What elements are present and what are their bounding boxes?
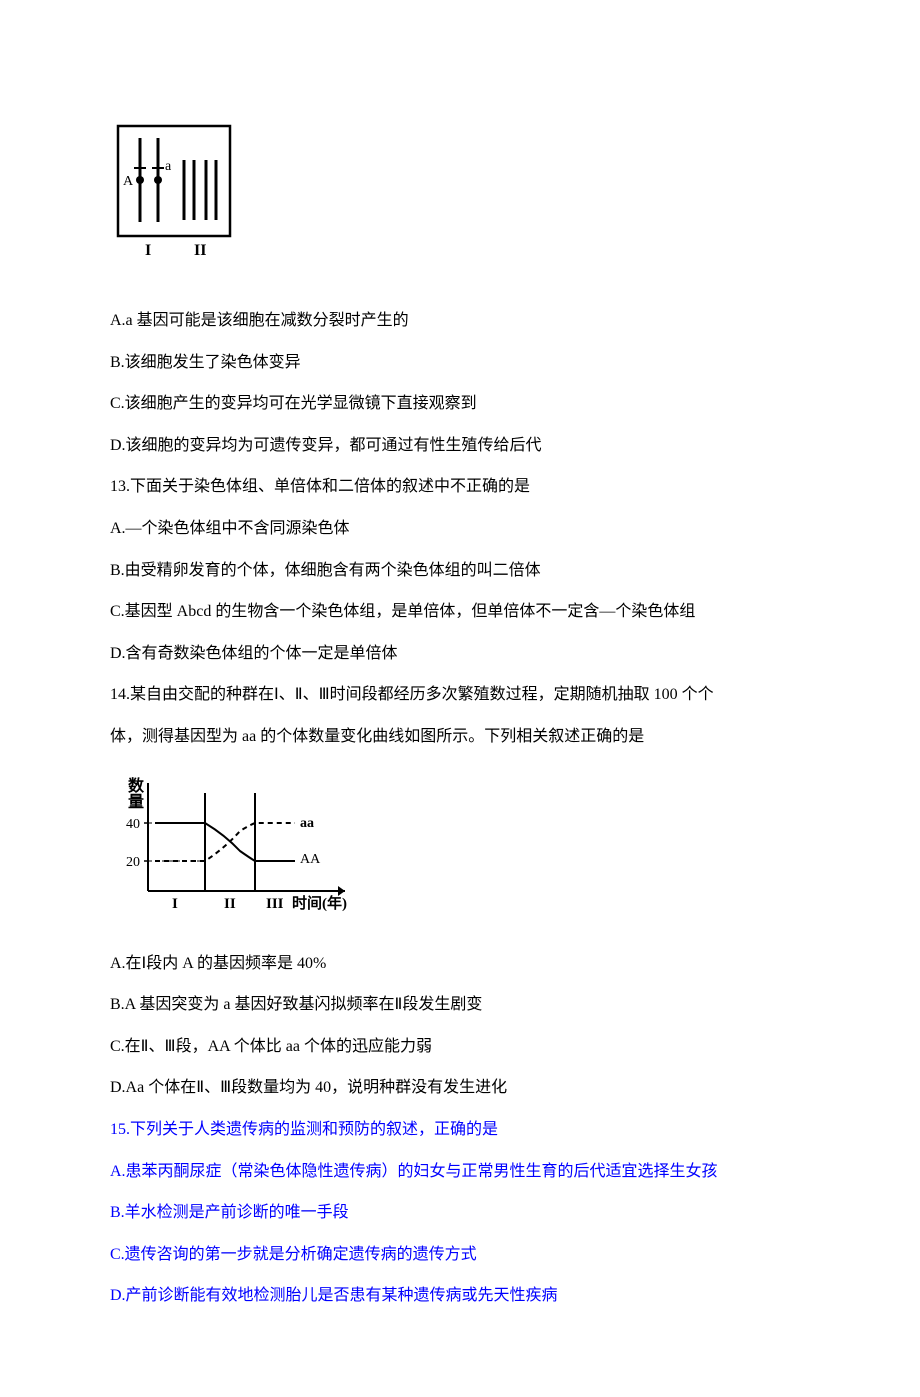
- q14-option-a: A.在Ⅰ段内 A 的基因频率是 40%: [110, 943, 810, 985]
- q15-option-d: D.产前诊断能有效地检测胎儿是否患有某种遗传病或先天性疾病: [110, 1275, 810, 1317]
- q14-stem-line2: 体，测得基因型为 aa 的个体数量变化曲线如图所示。下列相关叙述正确的是: [110, 716, 810, 758]
- svg-text:AA: AA: [300, 852, 321, 867]
- q12-option-a: A.a 基因可能是该细胞在减数分裂时产生的: [110, 300, 810, 342]
- q13-stem: 13.下面关于染色体组、单倍体和二倍体的叙述中不正确的是: [110, 466, 810, 508]
- svg-text:20: 20: [126, 855, 140, 870]
- svg-text:III: III: [266, 896, 284, 912]
- svg-text:aa: aa: [300, 816, 314, 831]
- chromosome-diagram: A a I II: [112, 120, 810, 270]
- q15-option-b: B.羊水检测是产前诊断的唯一手段: [110, 1192, 810, 1234]
- q12-option-c: C.该细胞产生的变异均可在光学显微镜下直接观察到: [110, 383, 810, 425]
- q13-option-b: B.由受精卵发育的个体，体细胞含有两个染色体组的叫二倍体: [110, 550, 810, 592]
- svg-text:A: A: [123, 174, 134, 189]
- svg-text:II: II: [194, 242, 206, 259]
- svg-text:时间(年): 时间(年): [292, 894, 347, 912]
- svg-text:I: I: [172, 896, 178, 912]
- population-chart: 数 量 40 20 aa AA I II III 时间(年): [110, 773, 810, 923]
- q14-stem-line1: 14.某自由交配的种群在Ⅰ、Ⅱ、Ⅲ时间段都经历多次繁殖数过程，定期随机抽取 10…: [110, 674, 810, 716]
- svg-text:数: 数: [128, 776, 145, 795]
- svg-text:I: I: [145, 242, 151, 259]
- q13-option-d: D.含有奇数染色体组的个体一定是单倍体: [110, 633, 810, 675]
- q14-option-d: D.Aa 个体在Ⅱ、Ⅲ段数量均为 40，说明种群没有发生进化: [110, 1067, 810, 1109]
- svg-text:a: a: [165, 159, 172, 174]
- q14-option-b: B.A 基因突变为 a 基因好致基闪拟频率在Ⅱ段发生剧变: [110, 984, 810, 1026]
- svg-text:II: II: [224, 896, 236, 912]
- q12-option-b: B.该细胞发生了染色体变异: [110, 342, 810, 384]
- q15-stem: 15.下列关于人类遗传病的监测和预防的叙述，正确的是: [110, 1109, 810, 1151]
- q14-option-c: C.在Ⅱ、Ⅲ段，AA 个体比 aa 个体的迅应能力弱: [110, 1026, 810, 1068]
- q15-option-a: A.患苯丙酮尿症（常染色体隐性遗传病）的妇女与正常男性生育的后代适宜选择生女孩: [110, 1151, 810, 1193]
- q13-option-c: C.基因型 Abcd 的生物含一个染色体组，是单倍体，但单倍体不一定含—个染色体…: [110, 591, 810, 633]
- q13-option-a: A.—个染色体组中不含同源染色体: [110, 508, 810, 550]
- q12-option-d: D.该细胞的变异均为可遗传变异，都可通过有性生殖传给后代: [110, 425, 810, 467]
- svg-text:量: 量: [128, 793, 144, 811]
- q15-option-c: C.遗传咨询的第一步就是分析确定遗传病的遗传方式: [110, 1234, 810, 1276]
- svg-text:40: 40: [126, 817, 140, 832]
